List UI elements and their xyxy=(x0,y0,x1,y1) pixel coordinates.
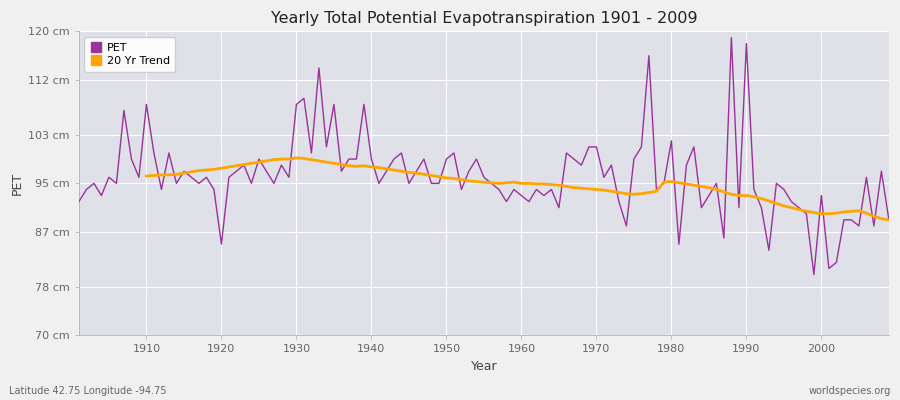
X-axis label: Year: Year xyxy=(471,360,497,373)
Text: worldspecies.org: worldspecies.org xyxy=(809,386,891,396)
Legend: PET, 20 Yr Trend: PET, 20 Yr Trend xyxy=(85,37,176,72)
Text: Latitude 42.75 Longitude -94.75: Latitude 42.75 Longitude -94.75 xyxy=(9,386,166,396)
Y-axis label: PET: PET xyxy=(11,172,24,195)
Title: Yearly Total Potential Evapotranspiration 1901 - 2009: Yearly Total Potential Evapotranspiratio… xyxy=(271,11,698,26)
